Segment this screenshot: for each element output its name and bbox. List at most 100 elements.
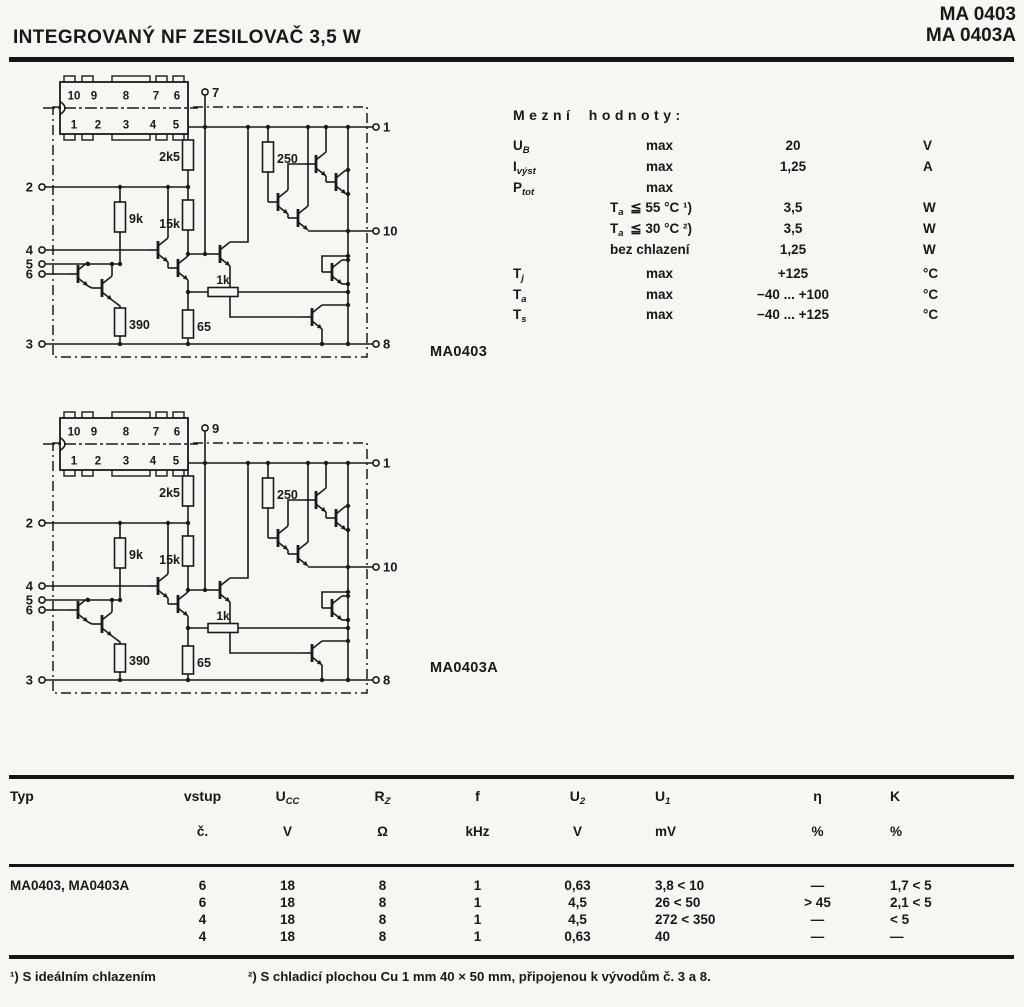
wire: [315, 151, 327, 161]
limit-row: Ta ≦ 55 °C ¹) 3,5 W: [513, 200, 991, 221]
junction-dot: [345, 124, 351, 130]
limit-symbol: Ts: [513, 307, 527, 326]
pin-label: 7: [212, 85, 219, 100]
pin-label: 8: [383, 337, 390, 352]
package-pin-number: 6: [174, 427, 180, 439]
wire: [77, 597, 89, 607]
pin-label: 1: [383, 456, 390, 471]
terminal: [372, 123, 380, 131]
junction-dot: [323, 460, 329, 466]
resistor: [181, 309, 195, 339]
pin-label: 9: [212, 421, 219, 436]
terminal: [372, 563, 380, 571]
limit-value: 20: [785, 138, 801, 153]
junction-dot: [117, 261, 123, 267]
junction-dot: [165, 520, 171, 526]
junction-dot: [319, 677, 325, 683]
limit-unit: °C: [923, 286, 939, 302]
subscript: Z: [384, 796, 391, 807]
column-header: K: [890, 788, 901, 804]
limit-symbol: UB: [513, 138, 530, 156]
limit-row: Ptot max: [513, 180, 991, 201]
resistor: [181, 139, 195, 171]
pin-label: 5: [26, 593, 33, 608]
package-pin-number: 5: [173, 120, 180, 132]
table-cell: 8: [378, 878, 387, 893]
terminal: [372, 227, 380, 235]
junction-dot: [345, 253, 351, 259]
resistor-label: 390: [129, 318, 150, 332]
limit-row: Ta max −40 ... +100 °C: [513, 287, 991, 308]
table-cell: 40: [655, 929, 671, 944]
limit-value: 1,25: [779, 241, 807, 257]
table-cell: 1: [473, 912, 482, 927]
pin-label: 6: [26, 603, 33, 618]
column-header: U2: [569, 788, 586, 807]
subscript: a: [618, 228, 624, 240]
package-pin-number: 8: [123, 427, 130, 439]
subscript: výst: [516, 165, 536, 177]
table-cell: 272 < 350: [655, 912, 716, 927]
limit-row: Ivýst max 1,25 A: [513, 159, 991, 180]
transistor-emitter-arrow: [336, 278, 342, 284]
junction-dot: [345, 228, 351, 234]
package-pin-number: 3: [123, 120, 129, 132]
junction-dot: [345, 302, 351, 308]
pin-label: 1: [383, 120, 390, 135]
junction-dot: [185, 520, 191, 526]
limit-unit: V: [923, 138, 933, 153]
package-pin-number: 1: [71, 120, 78, 132]
junction-dot: [185, 587, 191, 593]
junction-dot: [345, 638, 351, 644]
limit-condition: max: [646, 179, 674, 195]
limit-symbol: Ptot: [513, 179, 535, 198]
wire: [229, 602, 302, 654]
junction-dot: [323, 124, 329, 130]
pin-label: 10: [383, 224, 397, 239]
transistor-emitter-arrow: [316, 659, 322, 665]
terminal: [372, 676, 380, 684]
resistor: [113, 307, 127, 337]
column-unit: V: [572, 824, 582, 839]
wire: [335, 505, 347, 515]
transistor-emitter-arrow: [340, 188, 346, 194]
limit-condition: max: [646, 307, 674, 323]
resistor-label: 9k: [129, 548, 143, 562]
package-pin-number: 1: [71, 456, 78, 468]
resistor: [181, 535, 195, 567]
transistor-emitter-arrow: [340, 524, 346, 530]
column-header: η: [813, 788, 822, 804]
terminal: [38, 519, 46, 527]
junction-dot: [345, 527, 351, 533]
subscript: a: [618, 207, 624, 219]
table-bottom-rule: [9, 955, 1014, 959]
junction-dot: [117, 341, 123, 347]
transistor-emitter-arrow: [320, 170, 326, 176]
table-cell: —: [810, 878, 825, 893]
junction-dot: [345, 564, 351, 570]
ic-boundary: [52, 442, 368, 694]
junction-dot: [345, 281, 351, 287]
limit-condition: Ta ≦ 30 °C ²): [610, 221, 693, 240]
junction-dot: [245, 460, 251, 466]
terminal: [38, 260, 46, 268]
transistor-emitter-arrow: [162, 592, 168, 598]
table-cell: 18: [279, 878, 296, 893]
table-cell: 18: [279, 912, 296, 927]
wire: [157, 573, 169, 583]
pin-label: 4: [26, 243, 34, 258]
wire: [321, 591, 348, 608]
wire: [297, 541, 309, 551]
transistor-emitter-arrow: [82, 280, 88, 286]
junction-dot: [117, 597, 123, 603]
wire: [229, 266, 302, 318]
wire: [101, 275, 113, 285]
limit-value: +125: [777, 265, 809, 281]
table-cell: —: [890, 929, 904, 944]
resistor: [113, 643, 127, 673]
wire: [287, 499, 306, 526]
terminal: [201, 424, 209, 432]
junction-dot: [345, 257, 351, 263]
limit-condition: bez chlazení: [610, 241, 690, 257]
